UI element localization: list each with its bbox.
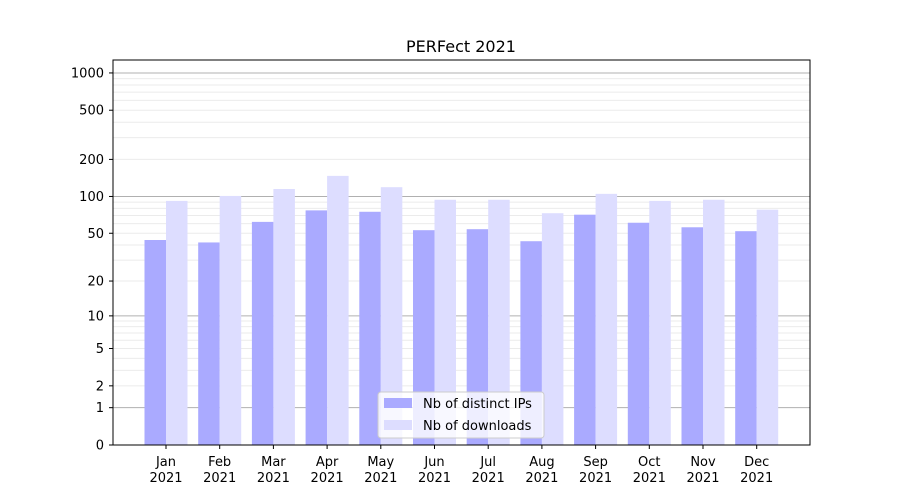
x-tick-label-month: Dec	[744, 455, 769, 470]
bar-downloads-apr	[327, 175, 349, 445]
x-tick-label-month: Feb	[208, 455, 231, 470]
x-tick-label-year: 2021	[472, 471, 505, 486]
bar-ips-sep	[574, 214, 596, 445]
y-tick-label: 50	[87, 227, 104, 242]
legend-label-downloads: Nb of downloads	[423, 419, 532, 434]
x-tick-label-month: Jul	[479, 455, 496, 470]
x-tick-label-year: 2021	[364, 471, 397, 486]
x-tick-label-month: Aug	[529, 455, 554, 470]
bar-ips-apr	[305, 210, 328, 445]
bar-ips-jun	[413, 230, 435, 445]
bar-ips-oct	[627, 222, 650, 445]
x-tick-label-year: 2021	[686, 471, 719, 486]
bar-ips-feb	[198, 242, 220, 445]
x-tick-label-year: 2021	[418, 471, 451, 486]
bar-ips-dec	[735, 231, 757, 445]
legend-swatch-downloads	[384, 420, 412, 430]
x-tick-label-year: 2021	[633, 471, 666, 486]
bar-downloads-dec	[756, 209, 779, 445]
bar-downloads-aug	[541, 213, 564, 445]
y-tick-label: 200	[79, 153, 104, 168]
y-tick-label: 1000	[71, 66, 104, 81]
bar-downloads-feb	[219, 195, 242, 445]
x-tick-label-month: Mar	[261, 455, 286, 470]
y-tick-label: 1	[96, 401, 104, 416]
plot-frame	[112, 59, 811, 446]
chart-title: PERFect 2021	[406, 37, 516, 56]
x-tick-label-month: Oct	[638, 455, 660, 470]
x-tick-label-month: Apr	[316, 455, 339, 470]
bar-ips-jan	[144, 240, 166, 445]
x-tick-label-month: Nov	[690, 455, 716, 470]
y-tick-label: 10	[87, 309, 104, 324]
bar-ips-jul	[466, 229, 489, 445]
y-tick-label: 500	[79, 104, 104, 119]
bar-downloads-jun	[434, 199, 456, 445]
x-axis: Jan2021Feb2021Mar2021Apr2021May2021Jun20…	[149, 445, 773, 486]
x-tick-label-year: 2021	[203, 471, 236, 486]
x-tick-label-year: 2021	[579, 471, 612, 486]
legend-label-ips: Nb of distinct IPs	[423, 397, 532, 412]
legend: Nb of distinct IPs Nb of downloads	[377, 391, 545, 439]
bar-downloads-oct	[649, 200, 671, 445]
bar-ips-mar	[251, 221, 274, 445]
bar-downloads-may	[380, 187, 403, 445]
x-tick-label-month: May	[367, 455, 394, 470]
y-tick-label: 20	[87, 275, 104, 290]
x-tick-label-year: 2021	[149, 471, 182, 486]
bar-downloads-jan	[166, 200, 188, 445]
x-tick-label-month: Jun	[423, 455, 444, 470]
x-tick-label-month: Sep	[583, 455, 608, 470]
x-tick-label-year: 2021	[525, 471, 558, 486]
bar-downloads-nov	[703, 199, 725, 445]
bar-downloads-jul	[488, 199, 510, 445]
bar-downloads-sep	[595, 193, 618, 445]
y-tick-label: 0	[96, 439, 104, 454]
bar-ips-nov	[681, 227, 703, 445]
x-tick-label-month: Jan	[155, 455, 176, 470]
y-tick-label: 2	[96, 379, 104, 394]
x-tick-label-year: 2021	[740, 471, 773, 486]
y-axis: 0 1 2 5 10 20 50 100 200 500 1000	[71, 66, 113, 454]
legend-swatch-ips	[384, 398, 412, 408]
x-tick-label-year: 2021	[257, 471, 290, 486]
y-tick-label: 100	[79, 190, 104, 205]
x-tick-label-year: 2021	[311, 471, 344, 486]
y-tick-label: 5	[96, 342, 104, 357]
bar-downloads-mar	[273, 189, 295, 445]
bar-ips-may	[359, 211, 381, 445]
